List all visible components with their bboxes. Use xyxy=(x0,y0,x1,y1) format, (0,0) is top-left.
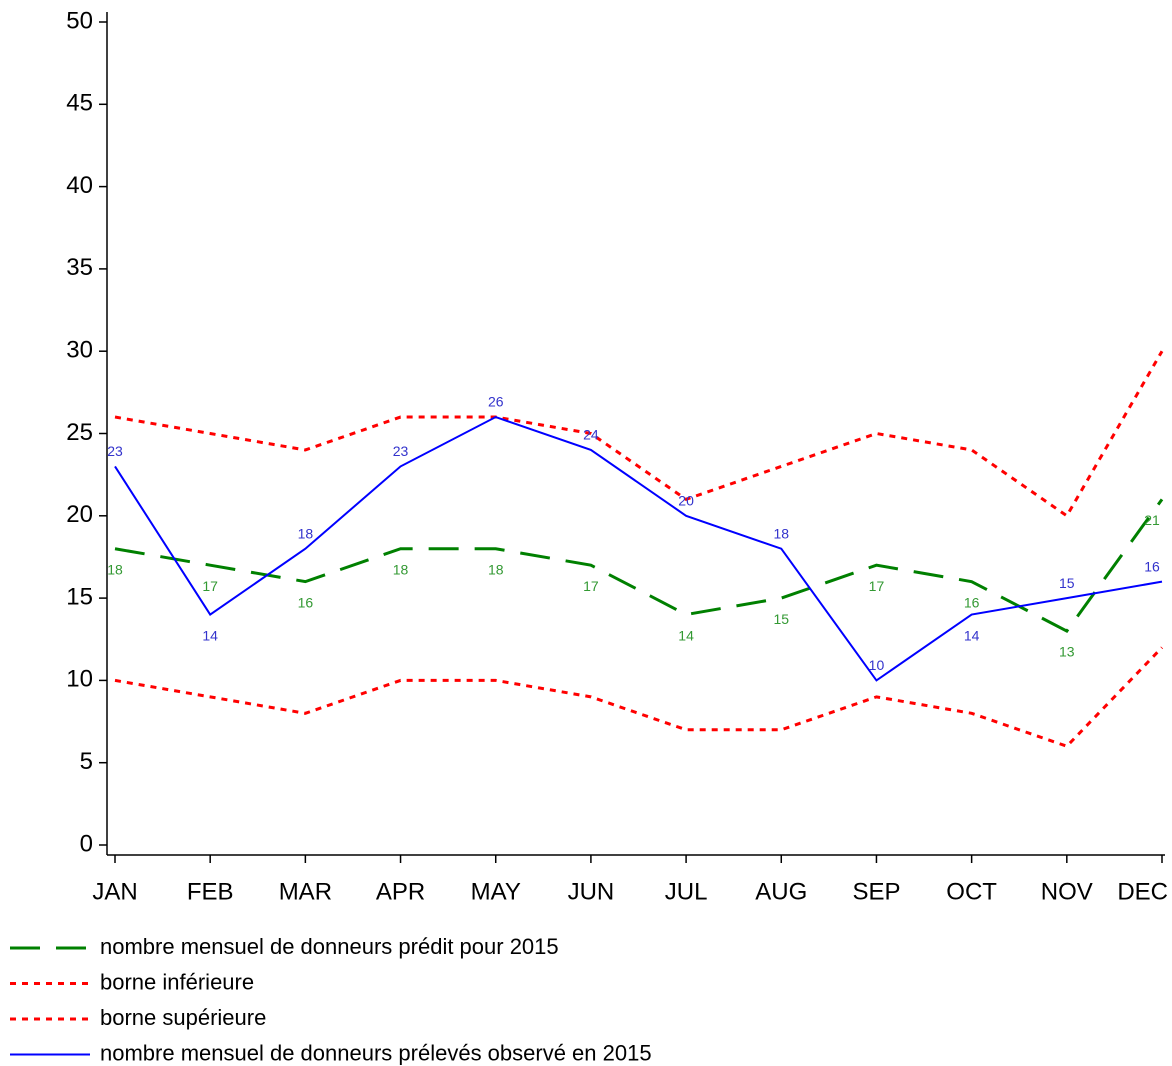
x-tick-label: JUL xyxy=(665,878,708,905)
legend-label: borne supérieure xyxy=(100,1005,266,1030)
data-label: 26 xyxy=(488,394,504,410)
data-label: 21 xyxy=(1144,512,1160,528)
data-label: 17 xyxy=(202,578,218,594)
y-tick-label: 40 xyxy=(66,172,93,199)
series-line xyxy=(114,498,1164,633)
y-tick-label: 30 xyxy=(66,337,93,364)
x-tick-label: DEC xyxy=(1117,878,1168,905)
x-tick-label: MAY xyxy=(471,878,521,905)
data-label: 18 xyxy=(393,561,409,577)
data-label: 14 xyxy=(964,627,980,643)
data-label: 23 xyxy=(393,443,409,459)
x-tick-label: APR xyxy=(376,878,425,905)
x-tick-label: SEP xyxy=(852,878,900,905)
data-label: 17 xyxy=(583,578,599,594)
data-label: 18 xyxy=(773,525,789,541)
x-tick-label: AUG xyxy=(755,878,807,905)
data-label: 24 xyxy=(583,427,599,443)
data-label: 17 xyxy=(869,578,885,594)
series-line xyxy=(114,646,1164,748)
x-tick-label: NOV xyxy=(1041,878,1093,905)
data-label: 14 xyxy=(202,627,218,643)
y-tick-label: 5 xyxy=(80,748,93,775)
data-label: 10 xyxy=(869,657,885,673)
data-label: 23 xyxy=(107,443,123,459)
x-tick-label: OCT xyxy=(946,878,997,905)
y-tick-label: 20 xyxy=(66,501,93,528)
x-tick-label: MAR xyxy=(279,878,332,905)
y-tick-label: 15 xyxy=(66,583,93,610)
series-line xyxy=(114,415,1163,682)
legend-label: nombre mensuel de donneurs prédit pour 2… xyxy=(100,934,559,959)
data-label: 16 xyxy=(1144,558,1160,574)
data-label: 13 xyxy=(1059,644,1075,660)
data-label: 16 xyxy=(298,594,314,610)
y-tick-label: 45 xyxy=(66,90,93,117)
data-label: 20 xyxy=(678,493,694,509)
series-line xyxy=(114,350,1164,518)
data-label: 15 xyxy=(1059,575,1075,591)
y-tick-label: 0 xyxy=(80,830,93,857)
y-tick-label: 10 xyxy=(66,666,93,693)
x-tick-label: JAN xyxy=(92,878,137,905)
data-label: 18 xyxy=(107,561,123,577)
data-label: 18 xyxy=(488,561,504,577)
data-label: 18 xyxy=(298,525,314,541)
y-tick-label: 25 xyxy=(66,419,93,446)
y-tick-label: 35 xyxy=(66,254,93,281)
legend-label: borne inférieure xyxy=(100,969,254,994)
legend-label: nombre mensuel de donneurs prélevés obse… xyxy=(100,1040,652,1065)
y-tick-label: 50 xyxy=(66,7,93,34)
x-tick-label: JUN xyxy=(568,878,615,905)
data-label: 14 xyxy=(678,627,694,643)
data-label: 16 xyxy=(964,594,980,610)
data-label: 15 xyxy=(773,611,789,627)
x-tick-label: FEB xyxy=(187,878,234,905)
